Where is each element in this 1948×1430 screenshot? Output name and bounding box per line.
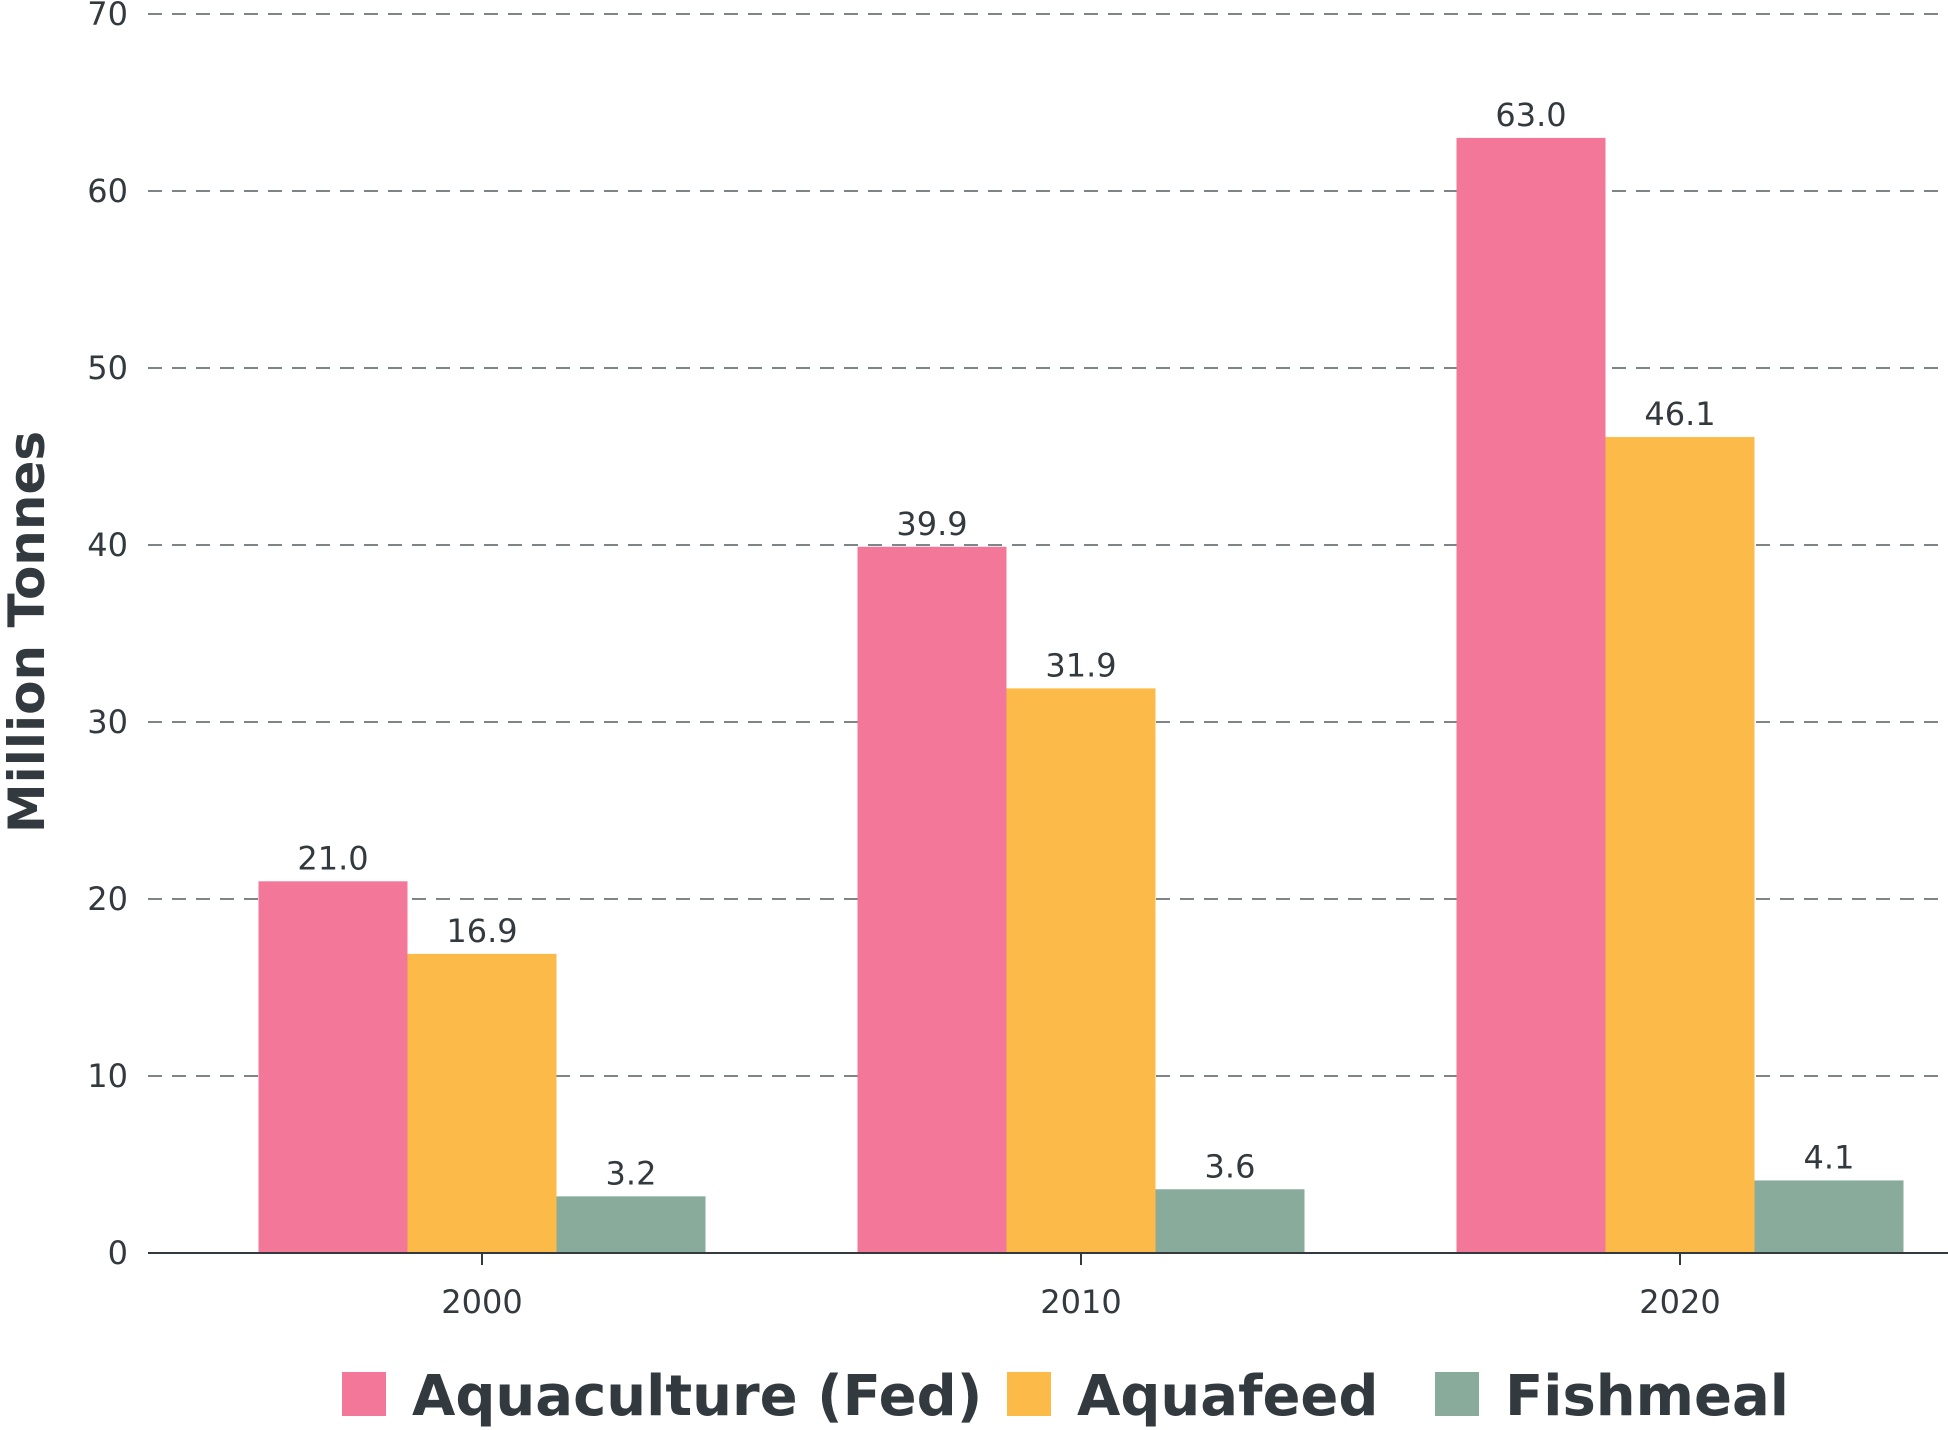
y-axis-title: Million Tonnes <box>0 431 56 833</box>
legend: Aquaculture (Fed) Aquafeed Fishmeal <box>342 1364 1789 1429</box>
y-tick-label: 30 <box>87 703 128 741</box>
data-labels: 21.0 16.9 3.2 39.9 31.9 3.6 63.0 46.1 4.1 <box>297 96 1854 1192</box>
legend-label: Aquafeed <box>1077 1364 1379 1429</box>
legend-label: Fishmeal <box>1505 1364 1789 1429</box>
bar-aquaculture-fed-2010 <box>857 546 1007 1253</box>
legend-swatch <box>1007 1372 1051 1416</box>
data-label: 16.9 <box>446 912 517 950</box>
bar-aquaculture-fed-2020 <box>1456 137 1606 1253</box>
y-tick-label: 0 <box>108 1234 128 1272</box>
y-tick-label: 50 <box>87 349 128 387</box>
bar-aquafeed-2000 <box>407 953 557 1253</box>
data-label: 63.0 <box>1495 96 1566 134</box>
x-tick-label: 2020 <box>1639 1283 1720 1321</box>
data-label: 31.9 <box>1045 646 1116 684</box>
bar-fishmeal-2010 <box>1155 1189 1305 1253</box>
data-label: 39.9 <box>896 505 967 543</box>
y-tick-label: 60 <box>87 172 128 210</box>
legend-swatch <box>342 1372 386 1416</box>
bar-aquaculture-fed-2000 <box>258 881 408 1253</box>
bar-aquafeed-2010 <box>1006 688 1156 1253</box>
bar-aquafeed-2020 <box>1605 437 1755 1253</box>
legend-label: Aquaculture (Fed) <box>412 1364 982 1429</box>
x-tick-label: 2010 <box>1040 1283 1121 1321</box>
data-label: 3.6 <box>1205 1147 1256 1185</box>
y-tick-label: 10 <box>87 1057 128 1095</box>
x-axis: 2000 2010 2020 <box>148 1252 1948 1321</box>
data-label: 21.0 <box>297 839 368 877</box>
legend-swatch <box>1435 1372 1479 1416</box>
bar-fishmeal-2020 <box>1754 1180 1904 1253</box>
y-tick-label: 40 <box>87 526 128 564</box>
data-label: 46.1 <box>1644 395 1715 433</box>
data-label: 4.1 <box>1804 1138 1855 1176</box>
bar-fishmeal-2000 <box>556 1196 706 1253</box>
y-tick-label: 20 <box>87 880 128 918</box>
x-tick-label: 2000 <box>441 1283 522 1321</box>
y-axis-ticks: 0 10 20 30 40 50 60 70 <box>87 0 128 1272</box>
data-label: 3.2 <box>606 1154 657 1192</box>
bars <box>258 137 1904 1253</box>
y-tick-label: 70 <box>87 0 128 33</box>
